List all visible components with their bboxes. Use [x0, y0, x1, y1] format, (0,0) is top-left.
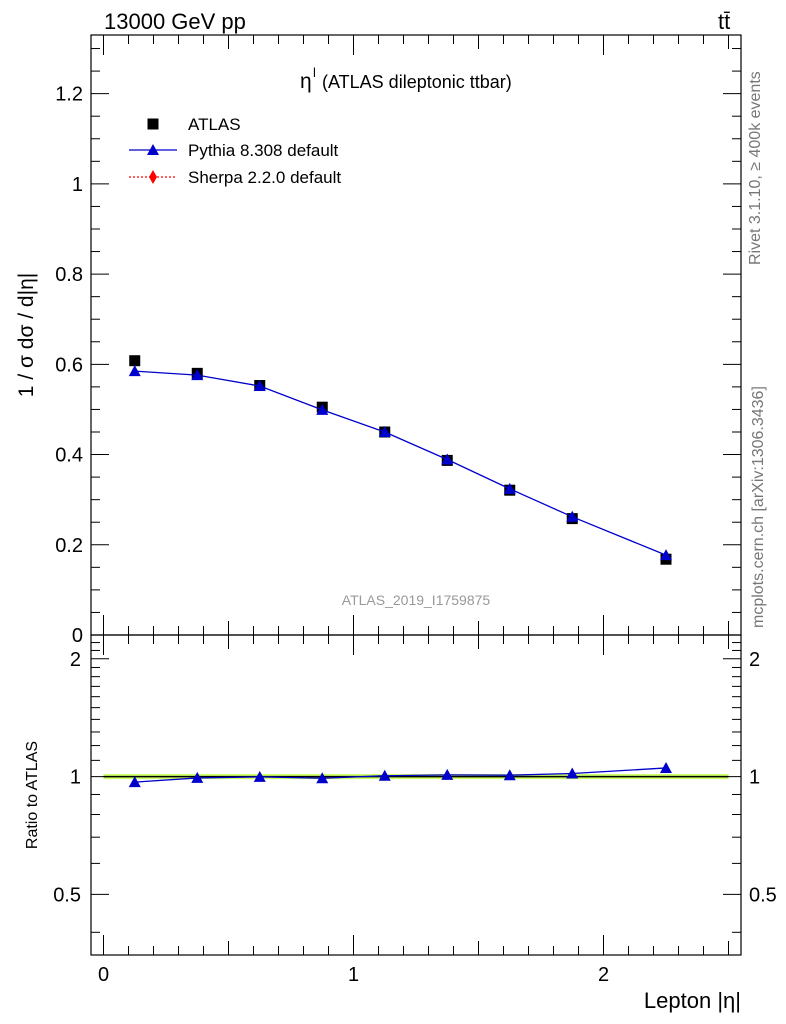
main-y-axis: 0 0.2 0.4 0.6 0.8 1 1.2 — [55, 48, 741, 647]
pythia-data-point — [191, 369, 204, 381]
main-y-axis-label: 1 / σ dσ / d|η| — [15, 273, 38, 397]
legend-label: Pythia 8.308 default — [188, 141, 339, 160]
pythia-ratio-point — [378, 769, 391, 781]
main-title: η l (ATLAS dileptonic ttbar) — [300, 65, 512, 93]
pythia-data-point — [503, 482, 516, 494]
pythia-data-point — [128, 365, 141, 377]
pythia-ratio-point — [128, 776, 141, 788]
pythia-data-point — [316, 403, 329, 415]
pythia-ratio-point — [253, 770, 266, 782]
pythia-ratio-point — [503, 769, 516, 781]
main-title-text: (ATLAS dileptonic ttbar) — [322, 72, 512, 92]
x-axis-label: Lepton |η| — [644, 988, 741, 1013]
main-panel: 0 0.2 0.4 0.6 0.8 1 1.2 1 / σ dσ / d|η| η l (A… — [15, 34, 742, 647]
x-tick-label: 0 — [98, 964, 109, 986]
pythia-ratio-point — [660, 761, 672, 773]
main-y-tick-label: 0.2 — [55, 535, 83, 557]
x-tick-label: 2 — [598, 964, 609, 986]
ratio-plot-frame — [90, 634, 742, 956]
main-y-tick-label: 0.8 — [55, 264, 83, 286]
pythia-ratio-point — [316, 772, 329, 784]
main-y-tick-label: 0.6 — [55, 354, 83, 376]
energy-label: 13000 GeV pp — [104, 9, 246, 34]
pythia-data-point — [378, 425, 391, 437]
source-label: mcplots.cern.ch [arXiv:1306.3436] — [750, 386, 767, 628]
ratio-y-tick-label-right: 2 — [749, 649, 760, 671]
ratio-series — [128, 761, 672, 788]
main-y-tick-label: 1.2 — [55, 84, 83, 106]
analysis-watermark: ATLAS_2019_I1759875 — [342, 592, 491, 608]
ratio-y-tick-label: 1 — [70, 767, 81, 789]
x-tick-label: 1 — [348, 964, 359, 986]
pythia-ratio-point — [191, 771, 204, 783]
ratio-x-axis: 0 1 2 — [98, 635, 729, 986]
legend-pythia-marker — [147, 144, 159, 155]
ratio-y-axis: 0.5 0.5 1 1 2 2 — [53, 642, 777, 933]
ratio-y-tick-label-right: 0.5 — [749, 884, 777, 906]
main-x-axis — [103, 35, 729, 635]
ratio-y-tick-label-right: 1 — [749, 767, 760, 789]
pythia-data-point — [566, 510, 579, 522]
rivet-label: Rivet 3.1.10, ≥ 400k events — [747, 71, 764, 265]
main-y-tick-label: 0 — [72, 625, 83, 647]
ratio-y-tick-label: 2 — [70, 649, 81, 671]
pythia-data-point — [441, 453, 454, 465]
legend-atlas-marker — [147, 118, 159, 130]
ratio-panel: 0.5 0.5 1 1 2 2 0 1 2 Ratio to ATLAS Lepton |η| — [24, 634, 777, 1013]
ratio-y-axis-label: Ratio to ATLAS — [24, 741, 41, 849]
main-y-tick-label: 1 — [72, 174, 83, 196]
pythia-data-point — [253, 379, 266, 391]
legend-item: ATLAS — [147, 115, 241, 134]
pythia-ratio-point — [441, 768, 454, 780]
legend-label: ATLAS — [188, 115, 241, 134]
atlas-data-point — [129, 355, 141, 367]
ratio-y-tick-label: 0.5 — [53, 884, 81, 906]
main-series — [128, 355, 672, 565]
pythia-ratio-point — [566, 767, 579, 779]
legend-item: Pythia 8.308 default — [129, 141, 339, 160]
main-title-superscript: l — [313, 65, 316, 80]
process-label: tt̄ — [718, 9, 730, 34]
pythia-line — [134, 370, 667, 556]
main-y-tick-label: 0.4 — [55, 445, 83, 467]
legend-sherpa-marker — [149, 170, 157, 184]
legend: ATLAS Pythia 8.308 default Sherpa 2.2.0 de… — [129, 115, 341, 187]
legend-item: Sherpa 2.2.0 default — [129, 168, 341, 187]
pythia-data-point — [660, 549, 672, 561]
main-title-symbol: η — [300, 70, 312, 93]
legend-label: Sherpa 2.2.0 default — [188, 168, 341, 187]
